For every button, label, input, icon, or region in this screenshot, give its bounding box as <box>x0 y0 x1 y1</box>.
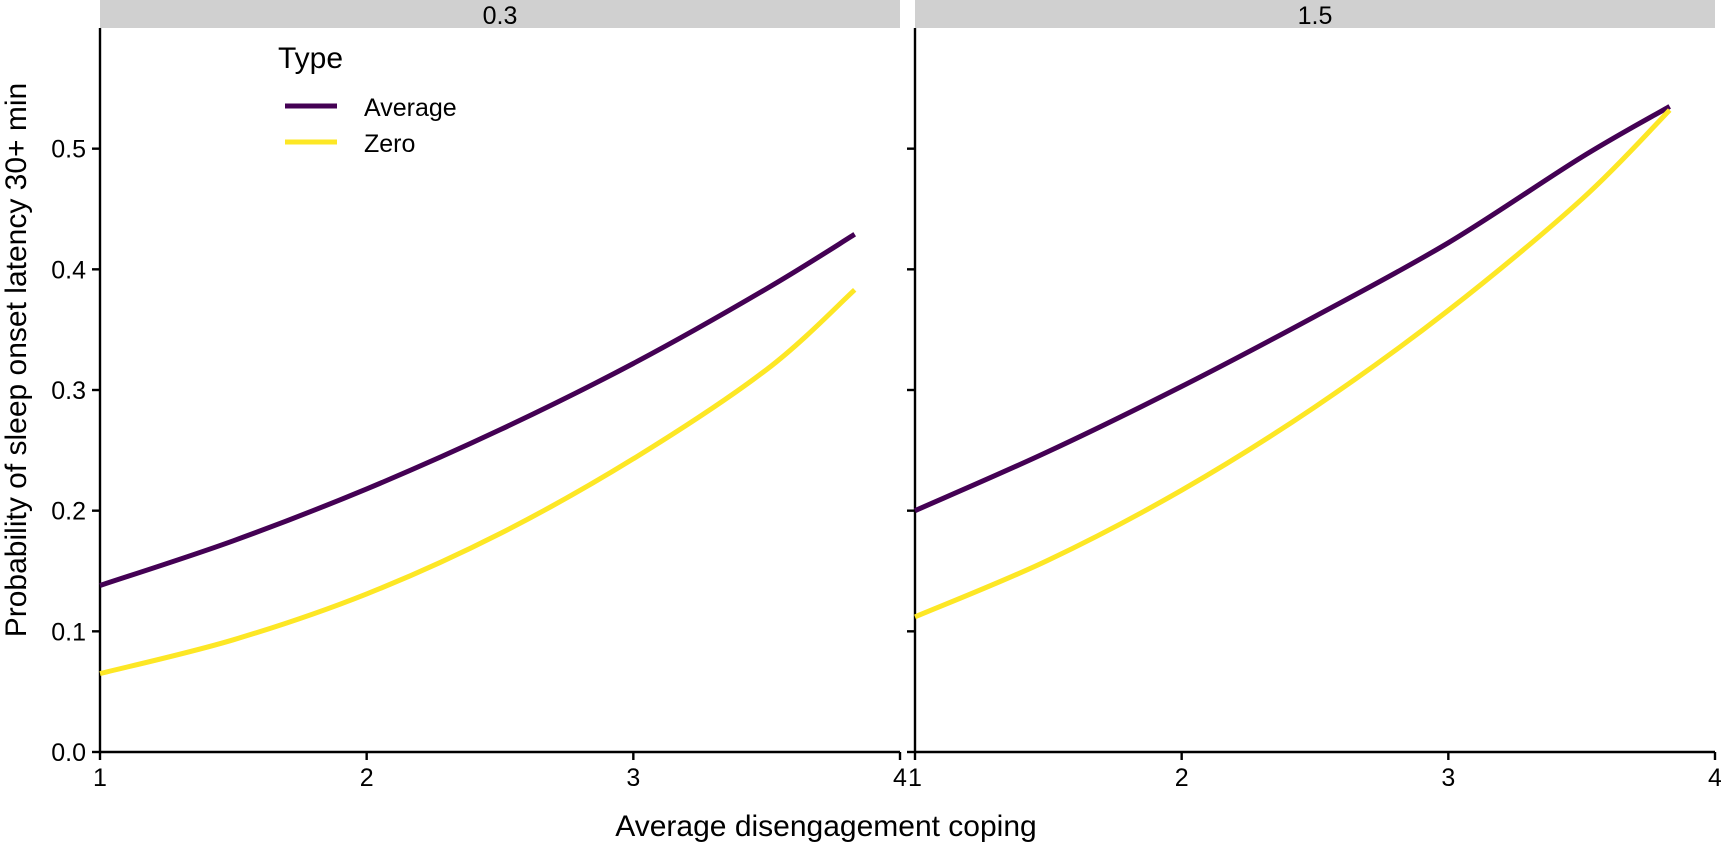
x-tick-label: 1 <box>908 764 922 792</box>
facet-strip-label: 1.5 <box>1298 2 1333 30</box>
series-line-zero <box>914 108 1672 620</box>
legend-label-zero: Zero <box>364 130 415 158</box>
series-line-zero <box>99 287 857 677</box>
x-axis-title: Average disengagement coping <box>615 810 1036 842</box>
legend-title: Type <box>278 42 343 75</box>
panel-2: 1.5 1 2 3 4 <box>907 0 1721 792</box>
facet-panels: 0.3 0.0 0.1 0.2 0.3 0.4 0.5 1 2 3 4 1.5 1 2 3 4 <box>51 0 1721 792</box>
facet-strip <box>100 0 900 28</box>
series-line-average <box>913 104 1671 513</box>
y-tick-label: 0.5 <box>51 136 86 164</box>
x-tick-label: 1 <box>93 764 107 792</box>
y-tick-label: 0.0 <box>51 739 86 767</box>
facet-strip <box>915 0 1715 28</box>
x-tick-label: 3 <box>626 764 640 792</box>
y-tick-label: 0.2 <box>51 498 86 526</box>
y-axis-title: Probability of sleep onset latency 30+ m… <box>0 83 33 638</box>
panel-1: 0.3 0.0 0.1 0.2 0.3 0.4 0.5 1 2 3 4 <box>51 0 907 792</box>
legend-label-average: Average <box>364 94 457 122</box>
x-tick-label: 2 <box>1175 764 1189 792</box>
facet-strip-label: 0.3 <box>483 2 518 30</box>
x-tick-label: 4 <box>893 764 907 792</box>
legend: Type Average Zero <box>278 42 457 158</box>
y-tick-label: 0.3 <box>51 377 86 405</box>
x-tick-label: 2 <box>360 764 374 792</box>
y-tick-label: 0.1 <box>51 618 86 646</box>
series-line-average <box>99 232 857 588</box>
x-tick-label: 3 <box>1441 764 1455 792</box>
x-tick-label: 4 <box>1708 764 1721 792</box>
y-tick-label: 0.4 <box>51 256 86 284</box>
